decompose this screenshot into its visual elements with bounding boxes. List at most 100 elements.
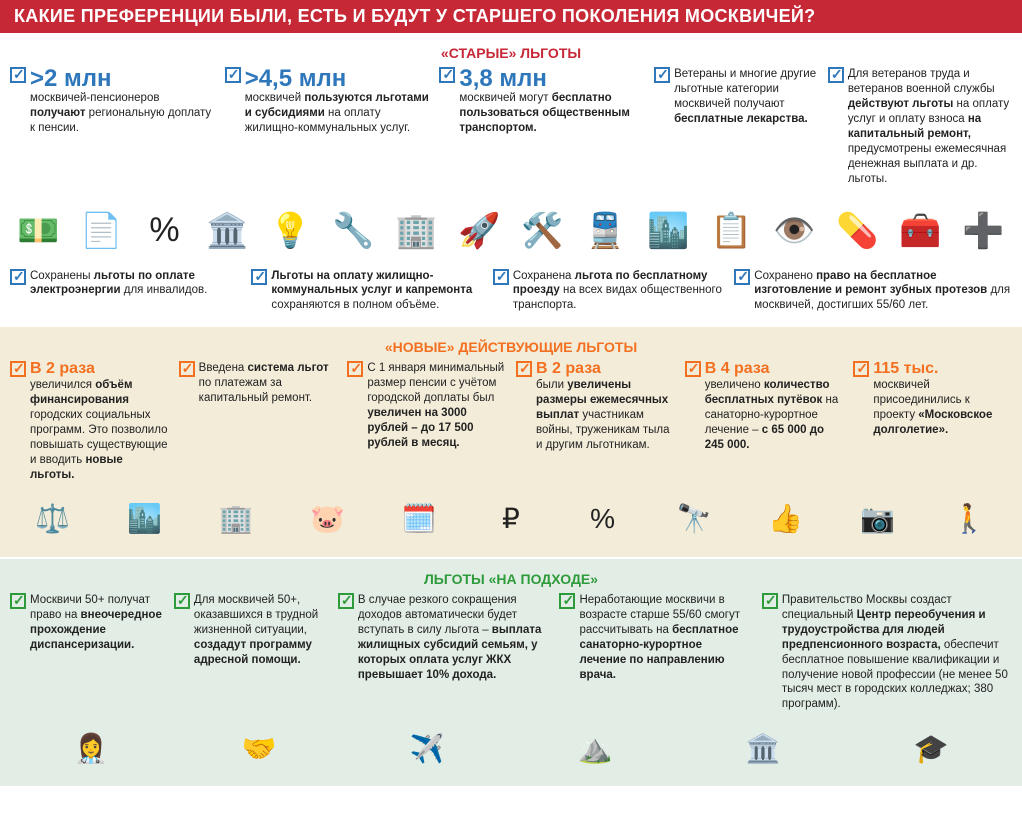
check-icon xyxy=(10,361,26,377)
percent-icon: % xyxy=(136,199,193,263)
building-icon: 🏛️ xyxy=(199,199,256,263)
check-icon xyxy=(734,269,750,285)
old-top-item: 3,8 млн москвичей могут бесплатно пользо… xyxy=(439,67,644,136)
check-icon xyxy=(762,593,778,609)
new-item: В 2 раза были увеличены размеры ежемесяч… xyxy=(516,361,675,453)
old-icon-strip: 💵 📄 % 🏛️ 💡 🔧 🏢 🚀 🛠️ 🚆 🏙️ 📋 👁️ 💊 🧰 ➕ xyxy=(10,193,1012,269)
check-icon xyxy=(853,361,869,377)
new-item: В 4 раза увеличено количество бесплатных… xyxy=(685,361,844,453)
text: Для ветеранов труда и ветеранов военной … xyxy=(848,68,995,95)
city-icon: 🏙️ xyxy=(640,199,697,263)
stat-value: >2 млн xyxy=(30,67,215,91)
check-icon xyxy=(439,67,455,83)
bold: действуют льготы xyxy=(848,98,954,110)
handshake-icon: 🤝 xyxy=(235,724,283,772)
text: сохраняются в полном объёме. xyxy=(271,299,439,311)
percent-icon: % xyxy=(579,495,627,543)
upcoming-item: В случае резкого сокращения доходов авто… xyxy=(338,593,550,683)
text: увеличено xyxy=(705,379,764,391)
old-bottom-item: Льготы на оплату жилищно-коммунальных ус… xyxy=(251,269,482,314)
bold: получают xyxy=(30,107,85,119)
text: Сохранено xyxy=(754,270,816,282)
check-icon xyxy=(338,593,354,609)
upcoming-item: Неработающие москвичи в возрасте старше … xyxy=(559,593,751,683)
nurse-icon: 👩‍⚕️ xyxy=(67,724,115,772)
thumbsup-icon: 👍 xyxy=(762,495,810,543)
stat-value: >4,5 млн xyxy=(245,67,430,91)
new-row: В 2 раза увеличился объём финансирования… xyxy=(10,361,1012,489)
stat-value: 115 тыс. xyxy=(873,360,938,377)
check-icon xyxy=(493,269,509,285)
check-icon xyxy=(225,67,241,83)
check-icon xyxy=(10,269,26,285)
city-icon: 🏙️ xyxy=(120,495,168,543)
ruble-icon: ₽ xyxy=(487,495,535,543)
text: москвичей могут xyxy=(459,92,551,104)
text: Ветераны и многие другие льготные катего… xyxy=(674,68,816,110)
check-icon xyxy=(10,593,26,609)
section-new-title: «НОВЫЕ» ДЕЙСТВУЮЩИЕ ЛЬГОТЫ xyxy=(10,331,1012,361)
text: увеличился xyxy=(30,379,95,391)
old-top-item: Ветераны и многие другие льготные катего… xyxy=(654,67,818,127)
stat-value: 3,8 млн xyxy=(459,67,644,91)
document-icon: 📄 xyxy=(73,199,130,263)
old-bottom-item: Сохранены льготы по оплате электроэнерги… xyxy=(10,269,241,299)
train-icon: 🚆 xyxy=(577,199,634,263)
bold: увеличен на 3000 рублей – до 17 500 рубл… xyxy=(367,407,473,449)
section-upcoming-title: ЛЬГОТЫ «НА ПОДХОДЕ» xyxy=(10,563,1012,593)
upcoming-item: Для москвичей 50+, оказавшихся в трудной… xyxy=(174,593,328,668)
check-icon xyxy=(347,361,363,377)
old-bottom-item: Сохранено право на бесплатное изготовлен… xyxy=(734,269,1012,314)
check-icon xyxy=(828,67,844,83)
new-item: С 1 января минимальный размер пенсии с у… xyxy=(347,361,506,451)
section-new: «НОВЫЕ» ДЕЙСТВУЮЩИЕ ЛЬГОТЫ В 2 раза увел… xyxy=(0,327,1022,557)
old-top-item: >2 млн москвичей-пенсионеров получают ре… xyxy=(10,67,215,136)
text: для инвалидов. xyxy=(121,284,208,296)
binoculars-icon: 🔭 xyxy=(670,495,718,543)
old-top-row: >2 млн москвичей-пенсионеров получают ре… xyxy=(10,67,1012,193)
text: Введена xyxy=(199,362,248,374)
check-icon xyxy=(10,67,26,83)
plane-icon: ✈️ xyxy=(403,724,451,772)
text: москвичей xyxy=(245,92,305,104)
stat-value: В 4 раза xyxy=(705,360,770,377)
stat-value: В 2 раза xyxy=(30,360,95,377)
old-top-item: Для ветеранов труда и ветеранов военной … xyxy=(828,67,1012,187)
scales-icon: ⚖️ xyxy=(29,495,77,543)
column-building-icon: 🏛️ xyxy=(739,724,787,772)
check-icon xyxy=(516,361,532,377)
text: предусмотрены ежемесячная денежная выпла… xyxy=(848,143,1006,185)
office-icon: 🏢 xyxy=(388,199,445,263)
lightbulb-icon: 💡 xyxy=(262,199,319,263)
upcoming-item: Правительство Москвы создаст специальный… xyxy=(762,593,1012,713)
old-bottom-item: Сохранена льгота по бесплатному проезду … xyxy=(493,269,724,314)
old-bottom-row: Сохранены льготы по оплате электроэнерги… xyxy=(10,269,1012,320)
bold: бесплатные лекарства. xyxy=(674,113,808,125)
upcoming-item: Москвичи 50+ получат право на внеочередн… xyxy=(10,593,164,653)
plus-icon: ➕ xyxy=(955,199,1012,263)
toolbox-icon: 🧰 xyxy=(892,199,949,263)
bold: система льгот xyxy=(248,362,329,374)
text: Сохранена xyxy=(513,270,575,282)
bold: создадут программу адресной помощи. xyxy=(194,639,312,666)
camera-icon: 📷 xyxy=(853,495,901,543)
new-item: 115 тыс. москвичей присоединились к прое… xyxy=(853,361,1012,438)
page-header: КАКИЕ ПРЕФЕРЕНЦИИ БЫЛИ, ЕСТЬ И БУДУТ У С… xyxy=(0,0,1022,33)
check-icon xyxy=(559,593,575,609)
wrench-icon: 🔧 xyxy=(325,199,382,263)
text: были xyxy=(536,379,567,391)
section-upcoming: ЛЬГОТЫ «НА ПОДХОДЕ» Москвичи 50+ получат… xyxy=(0,559,1022,787)
money-icon: 💵 xyxy=(10,199,67,263)
text: по платежам за капитальный ремонт. xyxy=(199,377,312,404)
tower-icon: 🏢 xyxy=(212,495,260,543)
upcoming-row: Москвичи 50+ получат право на внеочередн… xyxy=(10,593,1012,719)
tools-icon: 🛠️ xyxy=(514,199,571,263)
text: Для москвичей 50+, оказавшихся в трудной… xyxy=(194,594,318,636)
mountain-icon: ⛰️ xyxy=(571,724,619,772)
text: Сохранены xyxy=(30,270,94,282)
stat-value: В 2 раза xyxy=(536,360,601,377)
section-old-title: «СТАРЫЕ» ЛЬГОТЫ xyxy=(10,37,1012,67)
new-item: В 2 раза увеличился объём финансирования… xyxy=(10,361,169,483)
clipboard-icon: 📋 xyxy=(703,199,760,263)
section-old: «СТАРЫЕ» ЛЬГОТЫ >2 млн москвичей-пенсион… xyxy=(0,33,1022,327)
